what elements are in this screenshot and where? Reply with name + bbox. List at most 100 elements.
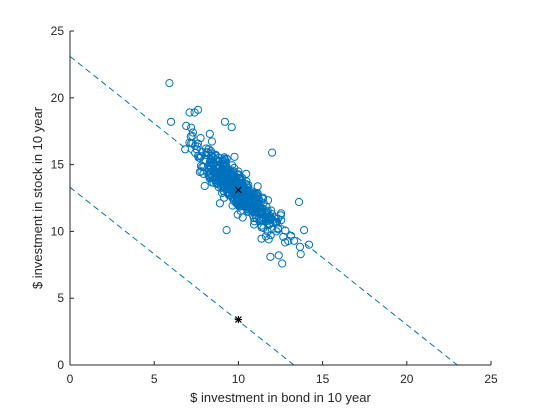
- x-tick-label: 10: [232, 372, 246, 386]
- data-point: [294, 197, 304, 207]
- data-point: [187, 123, 196, 132]
- data-point: [200, 181, 209, 191]
- data-point: [229, 194, 238, 203]
- data-point: [236, 206, 245, 215]
- data-point: [268, 148, 277, 157]
- data-point: [281, 238, 290, 247]
- data-point: [188, 128, 197, 137]
- x-tick-label: 0: [67, 372, 74, 386]
- data-point: [300, 226, 309, 235]
- data-point: [304, 240, 314, 249]
- y-tick-label: 15: [51, 158, 65, 172]
- data-point: [185, 108, 194, 117]
- data-point: [252, 191, 261, 200]
- special-markers: [234, 186, 242, 324]
- data-point: [222, 226, 231, 235]
- data-point: [210, 173, 219, 183]
- data-point: [166, 117, 176, 126]
- data-point: [289, 236, 299, 245]
- y-ticks: 0 5 10 15 20 25: [51, 24, 74, 372]
- data-point: [220, 117, 229, 126]
- data-point: [231, 177, 240, 186]
- data-point: [209, 153, 218, 162]
- data-point: [207, 137, 216, 146]
- data-point: [244, 198, 253, 207]
- data-point: [227, 123, 236, 132]
- data-point: [217, 188, 227, 198]
- data-point: [278, 259, 287, 268]
- reference-line-lower: [69, 186, 295, 366]
- data-points: [165, 79, 314, 268]
- data-point: [205, 129, 214, 138]
- data-point: [215, 199, 224, 208]
- data-point: [296, 250, 305, 259]
- data-point: [264, 216, 273, 225]
- data-point: [266, 252, 275, 261]
- data-point: [230, 152, 239, 161]
- data-point: [273, 214, 282, 223]
- plot-background: [70, 31, 491, 365]
- data-point: [255, 209, 264, 218]
- data-point: [196, 161, 206, 170]
- data-point: [238, 173, 247, 183]
- data-point: [214, 163, 224, 172]
- data-point: [182, 121, 191, 131]
- asterisk-marker: [234, 315, 242, 324]
- x-tick-label: 25: [484, 372, 498, 386]
- data-point: [238, 194, 247, 203]
- data-point: [258, 194, 267, 203]
- data-point: [197, 152, 206, 161]
- mean-x-marker: [235, 186, 242, 194]
- data-point: [266, 231, 275, 240]
- reference-lines: [69, 55, 458, 366]
- data-point: [165, 79, 174, 88]
- data-point: [264, 220, 274, 229]
- x-tick-label: 5: [151, 372, 158, 386]
- data-point: [264, 212, 273, 221]
- data-point: [247, 187, 256, 196]
- data-point: [192, 145, 201, 154]
- data-point: [193, 105, 203, 114]
- data-point: [181, 145, 190, 154]
- data-point: [250, 217, 259, 226]
- data-point: [232, 189, 242, 198]
- data-point: [281, 226, 290, 235]
- data-point: [207, 163, 216, 172]
- y-tick-label: 25: [51, 24, 65, 38]
- data-point: [254, 195, 263, 204]
- data-point: [224, 188, 233, 197]
- x-axis-label: $ investment in bond in 10 year: [190, 390, 371, 405]
- data-point: [272, 218, 282, 227]
- data-point: [229, 182, 238, 192]
- data-point: [207, 157, 216, 167]
- y-axis-label: $ investment in stock in 10 year: [30, 106, 45, 289]
- data-point: [242, 181, 251, 190]
- data-point: [222, 167, 231, 176]
- x-tick-label: 15: [316, 372, 330, 386]
- data-point: [212, 179, 221, 188]
- data-point: [225, 168, 234, 177]
- y-tick-label: 0: [57, 358, 64, 372]
- axes: [69, 31, 491, 366]
- x-ticks: 0 5 10 15 20 25: [67, 361, 498, 386]
- data-point: [264, 235, 273, 244]
- data-point: [196, 134, 205, 143]
- data-point: [211, 151, 220, 160]
- data-point: [263, 196, 273, 205]
- y-tick-label: 10: [51, 224, 65, 238]
- data-point: [197, 167, 206, 176]
- data-point: [274, 251, 283, 260]
- reference-line-upper: [69, 55, 458, 366]
- data-point: [263, 208, 272, 217]
- data-point: [250, 203, 259, 212]
- data-point: [287, 231, 296, 240]
- x-tick-label: 20: [400, 372, 414, 386]
- data-point: [234, 201, 243, 210]
- data-point: [187, 139, 196, 148]
- data-point: [248, 200, 257, 209]
- y-tick-label: 20: [51, 91, 65, 105]
- data-point: [203, 148, 212, 157]
- data-point: [268, 218, 277, 227]
- y-tick-label: 5: [57, 291, 64, 305]
